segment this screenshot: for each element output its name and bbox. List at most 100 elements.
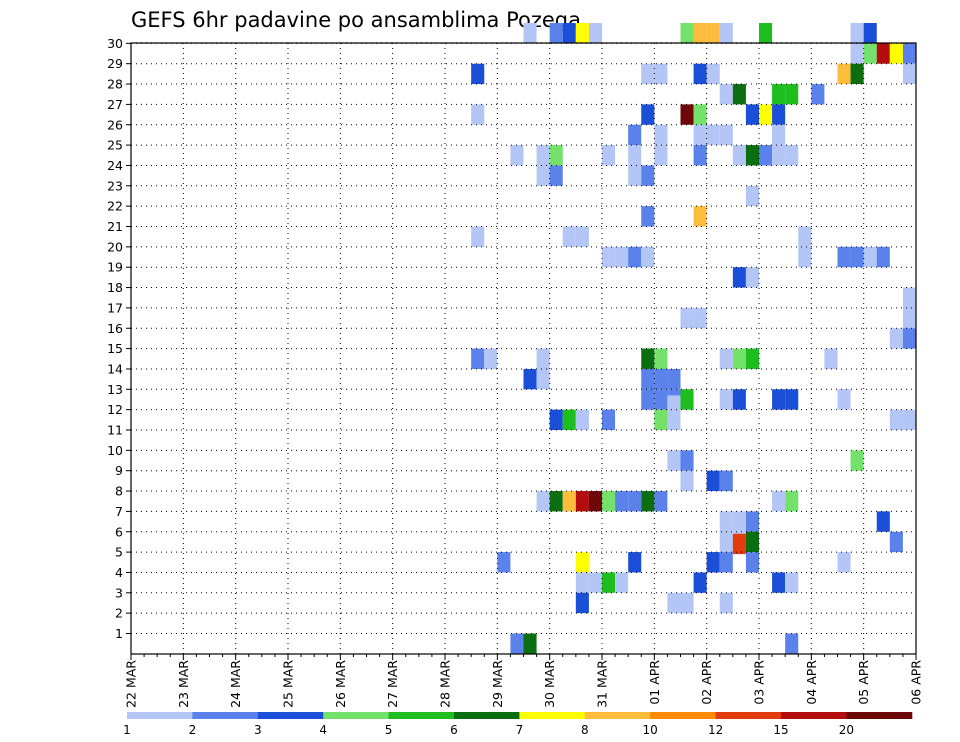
heatmap-cell	[641, 246, 655, 268]
heatmap-cell	[628, 165, 642, 186]
heatmap-cell	[837, 389, 851, 410]
heatmap-cell	[745, 267, 759, 288]
heatmap-cell	[850, 450, 864, 471]
heatmap-cell	[876, 511, 890, 532]
y-tick-label: 4	[115, 565, 123, 580]
y-tick-label: 28	[107, 77, 123, 92]
heatmap-cell	[876, 246, 890, 268]
heatmap-cell	[706, 23, 720, 44]
legend-swatch	[650, 712, 717, 719]
heatmap-cell	[562, 409, 576, 430]
heatmap-cell	[497, 552, 511, 573]
legend-swatch	[846, 712, 913, 719]
heatmap-cell	[772, 491, 786, 512]
grid-layer	[131, 42, 916, 654]
heatmap-cell	[889, 531, 903, 553]
heatmap-cell	[615, 246, 629, 268]
heatmap-cell	[484, 348, 498, 369]
y-tick-label: 26	[107, 117, 123, 132]
heatmap-cell	[693, 124, 707, 146]
heatmap-cell	[575, 23, 589, 44]
heatmap-cell	[850, 43, 864, 64]
heatmap-cell	[641, 389, 655, 410]
y-axis: 1234567891011121314151617181920212223242…	[107, 36, 131, 641]
heatmap-cell	[602, 246, 616, 268]
legend-swatch	[257, 712, 324, 719]
heatmap-cell	[693, 206, 707, 227]
heatmap-cell	[628, 145, 642, 166]
heatmap-cell	[811, 84, 825, 105]
heatmap-cell	[693, 63, 707, 85]
heatmap-cell	[772, 84, 786, 105]
heatmap-cell	[575, 592, 589, 614]
heatmap-cell	[706, 63, 720, 85]
y-tick-label: 29	[107, 56, 123, 71]
legend-label: 10	[643, 723, 658, 737]
y-tick-label: 21	[107, 219, 123, 234]
heatmap-cell	[628, 552, 642, 573]
heatmap-cell	[719, 23, 733, 44]
legend-swatch	[584, 712, 651, 719]
heatmap-cell	[772, 124, 786, 146]
heatmap-cell	[889, 43, 903, 64]
heatmap-cell	[602, 491, 616, 512]
x-tick-label: 29 MAR	[490, 660, 505, 708]
heatmap-cell	[471, 63, 485, 85]
heatmap-cell	[759, 23, 773, 44]
heatmap-cell	[759, 104, 773, 125]
heatmap-cell	[588, 491, 602, 512]
heatmap-cell	[641, 206, 655, 227]
heatmap-cell	[837, 246, 851, 268]
heatmap-cell	[471, 226, 485, 247]
heatmap-cell	[772, 145, 786, 166]
heatmap-cell	[588, 23, 602, 44]
y-tick-label: 19	[107, 260, 123, 275]
heatmap-cell	[654, 145, 668, 166]
heatmap-cell	[719, 552, 733, 573]
heatmap-cell	[824, 348, 838, 369]
heatmap-cell	[602, 572, 616, 593]
heatmap-cell	[719, 84, 733, 105]
heatmap-cell	[667, 368, 681, 390]
heatmap-cell	[523, 633, 537, 654]
legend-swatch	[519, 712, 586, 719]
heatmap-cell	[680, 389, 694, 410]
heatmap-cell	[745, 511, 759, 532]
heatmap-cell	[471, 104, 485, 125]
heatmap-cell	[654, 389, 668, 410]
heatmap-cell	[902, 307, 916, 329]
legend-label: 20	[839, 723, 854, 737]
heatmap-cell	[654, 409, 668, 430]
heatmap-cell	[549, 145, 563, 166]
heatmap-cell	[745, 145, 759, 166]
y-tick-label: 23	[107, 178, 123, 193]
heatmap-cell	[510, 145, 524, 166]
x-tick-label: 05 APR	[856, 660, 871, 705]
heatmap-cell	[680, 450, 694, 471]
heatmap-cell	[837, 552, 851, 573]
heatmap-cell	[693, 572, 707, 593]
heatmap-cell	[902, 287, 916, 308]
heatmap-cell	[902, 63, 916, 85]
heatmap-cell	[641, 63, 655, 85]
legend-label: 5	[385, 723, 393, 737]
heatmap-cell	[772, 389, 786, 410]
heatmap-cell	[680, 23, 694, 44]
legend-swatch	[127, 712, 193, 719]
y-tick-label: 2	[115, 606, 123, 621]
heatmap-cell	[785, 145, 799, 166]
x-tick-label: 25 MAR	[281, 660, 296, 708]
heatmap-cell	[745, 348, 759, 369]
heatmap-cell	[785, 572, 799, 593]
chart-title: GEFS 6hr padavine po ansamblima Pozega	[131, 8, 581, 32]
heatmap-cell	[850, 63, 864, 85]
heatmap-cell	[745, 104, 759, 125]
legend-swatch	[781, 712, 847, 719]
heatmap-cell	[615, 491, 629, 512]
heatmap-cell	[719, 348, 733, 369]
heatmap-cell	[641, 368, 655, 390]
heatmap-cell	[615, 572, 629, 593]
legend-swatch	[192, 712, 259, 719]
y-tick-label: 16	[107, 321, 123, 336]
